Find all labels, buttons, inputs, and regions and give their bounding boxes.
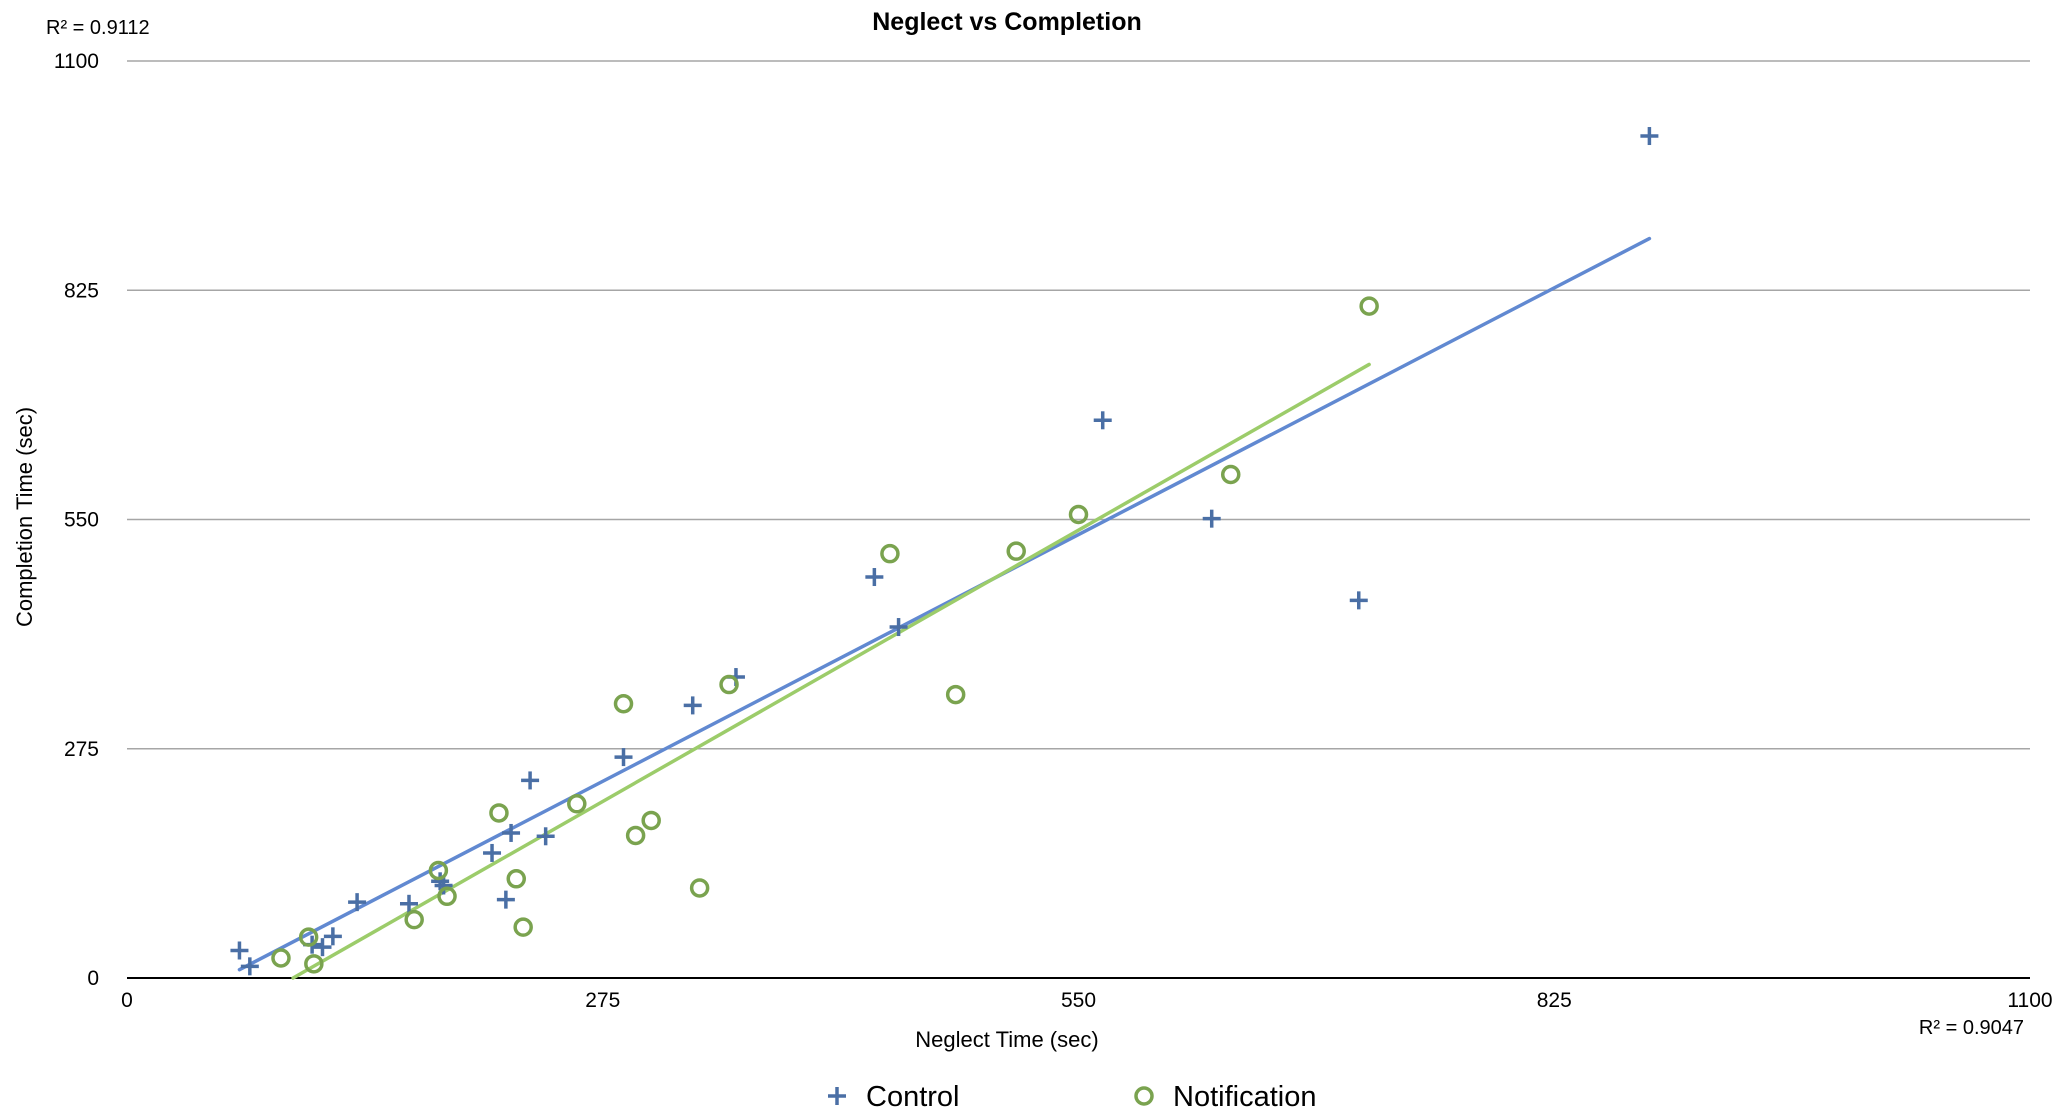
point-notification-10 bbox=[613, 693, 634, 714]
point-notification-18 bbox=[1068, 504, 1089, 525]
point-notification-5 bbox=[437, 886, 457, 907]
data-points bbox=[230, 127, 1659, 976]
legend-label-notification: Notification bbox=[1173, 1081, 1316, 1113]
point-notification-3 bbox=[404, 909, 424, 930]
r2-notification-label: R² = 0.9112 bbox=[46, 17, 150, 39]
point-notification-11 bbox=[625, 825, 646, 846]
point-control-4 bbox=[323, 927, 342, 946]
point-notification-15 bbox=[880, 543, 900, 564]
trendline-notification bbox=[291, 362, 1371, 980]
point-notification-1 bbox=[298, 927, 319, 947]
point-control-9 bbox=[483, 843, 502, 862]
point-notification-17 bbox=[1006, 541, 1026, 561]
point-notification-16 bbox=[945, 684, 966, 705]
point-notification-2 bbox=[304, 954, 324, 974]
chart-title: Neglect vs Completion bbox=[872, 8, 1142, 36]
y-axis-ticks: 0 275 550 825 1100 bbox=[54, 50, 99, 990]
point-notification-12 bbox=[641, 810, 661, 831]
point-notification-8 bbox=[513, 917, 533, 937]
point-control-15 bbox=[683, 696, 702, 715]
x-tick-label-275: 275 bbox=[585, 989, 620, 1012]
point-control-12 bbox=[521, 771, 540, 790]
x-axis-label: Neglect Time (sec) bbox=[915, 1027, 1098, 1052]
point-control-6 bbox=[399, 894, 418, 913]
point-notification-6 bbox=[489, 803, 509, 823]
x-tick-label-1100: 1100 bbox=[2007, 989, 2052, 1012]
point-control-18 bbox=[889, 618, 908, 637]
x-tick-label-550: 550 bbox=[1061, 989, 1096, 1012]
point-control-11 bbox=[502, 823, 521, 842]
trendline-control bbox=[237, 236, 1652, 972]
legend-marker-notification bbox=[1134, 1086, 1154, 1106]
point-notification-19 bbox=[1220, 464, 1241, 485]
point-control-21 bbox=[1349, 591, 1368, 610]
point-notification-14 bbox=[719, 674, 739, 695]
point-control-22 bbox=[1640, 127, 1659, 146]
x-axis-ticks: 0 275 550 825 1100 bbox=[121, 989, 2052, 1012]
y-tick-label-550: 550 bbox=[64, 509, 99, 532]
x-tick-label-825: 825 bbox=[1537, 989, 1572, 1012]
point-notification-7 bbox=[506, 869, 526, 889]
point-notification-0 bbox=[271, 948, 291, 968]
point-notification-13 bbox=[689, 878, 710, 898]
point-control-14 bbox=[614, 748, 633, 767]
y-tick-label-275: 275 bbox=[64, 738, 99, 761]
point-control-0 bbox=[230, 941, 249, 960]
y-tick-label-825: 825 bbox=[64, 279, 99, 302]
point-control-1 bbox=[240, 957, 259, 976]
gridlines bbox=[127, 60, 2030, 750]
point-control-17 bbox=[865, 568, 884, 587]
x-tick-label-0: 0 bbox=[121, 989, 133, 1012]
point-control-8 bbox=[434, 876, 453, 895]
point-control-3 bbox=[313, 938, 332, 957]
point-notification-4 bbox=[428, 860, 449, 881]
point-control-20 bbox=[1202, 509, 1221, 528]
y-tick-label-1100: 1100 bbox=[54, 50, 99, 73]
r2-control-label: R² = 0.9047 bbox=[1919, 1017, 2024, 1039]
point-control-7 bbox=[431, 872, 450, 891]
legend-marker-control bbox=[828, 1087, 846, 1105]
y-tick-label-0: 0 bbox=[87, 967, 99, 990]
point-control-5 bbox=[348, 893, 367, 912]
legend: Control Notification bbox=[828, 1081, 1316, 1113]
point-control-10 bbox=[496, 890, 515, 909]
y-axis-label: Completion Time (sec) bbox=[12, 407, 37, 627]
point-control-13 bbox=[536, 827, 555, 846]
legend-label-control: Control bbox=[866, 1081, 960, 1113]
trendlines bbox=[237, 236, 1652, 980]
point-notification-20 bbox=[1359, 296, 1379, 316]
point-control-19 bbox=[1093, 411, 1112, 430]
point-notification-9 bbox=[567, 794, 587, 814]
